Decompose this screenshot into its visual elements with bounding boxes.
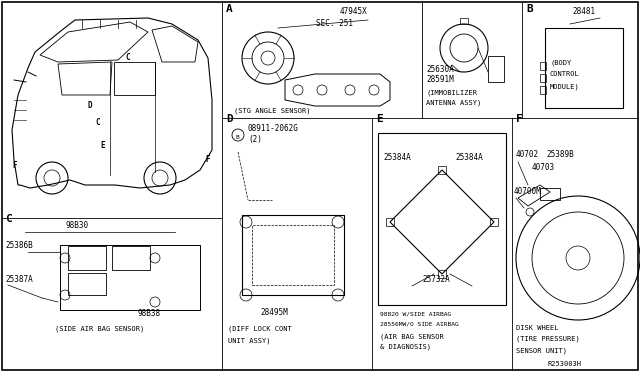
Bar [68,246,106,270]
Text: 28591M: 28591M [426,75,454,84]
Bar [112,246,150,270]
Text: E: E [376,114,383,124]
Text: (STG ANGLE SENSOR): (STG ANGLE SENSOR) [234,107,310,113]
Text: 25384A: 25384A [383,153,411,162]
Text: C: C [125,53,130,62]
Text: B: B [235,135,239,140]
Text: A: A [226,4,233,14]
Bar [252,225,334,285]
Bar [242,215,344,295]
Text: DISK WHEEL: DISK WHEEL [516,325,559,331]
Text: 25384A: 25384A [455,153,483,162]
Bar [60,245,200,310]
Text: (AIR BAG SENSOR: (AIR BAG SENSOR [380,333,444,340]
Text: F: F [12,161,17,170]
Text: C: C [95,118,100,127]
Text: 25387A: 25387A [5,275,33,284]
Text: 47945X: 47945X [340,7,368,16]
Text: B: B [526,4,532,14]
Text: (DIFF LOCK CONT: (DIFF LOCK CONT [228,325,292,331]
Text: 40702: 40702 [516,150,539,159]
Bar [540,74,546,82]
Text: 25386B: 25386B [5,241,33,250]
Text: UNIT ASSY): UNIT ASSY) [228,337,271,343]
Text: E: E [100,141,104,150]
Text: (2): (2) [248,135,262,144]
Text: 25732A: 25732A [422,275,450,284]
Text: SEC. 251: SEC. 251 [316,19,353,28]
Bar [386,218,394,226]
Bar [540,62,546,70]
Bar [378,133,506,305]
Bar [438,166,446,174]
Bar [488,56,504,82]
Text: (BODY: (BODY [550,59,572,65]
Text: 40703: 40703 [532,163,555,172]
Bar [545,28,623,108]
Text: D: D [88,101,93,110]
Text: D: D [226,114,233,124]
Text: ANTENNA ASSY): ANTENNA ASSY) [426,99,481,106]
Text: (TIRE PRESSURE): (TIRE PRESSURE) [516,336,580,343]
Bar [490,218,498,226]
Text: R253003H: R253003H [548,361,582,367]
Text: (SIDE AIR BAG SENSOR): (SIDE AIR BAG SENSOR) [55,325,144,331]
Text: C: C [5,214,12,224]
Text: 98B38: 98B38 [138,309,161,318]
Text: CONTROL: CONTROL [550,71,580,77]
Text: 25389B: 25389B [546,150,573,159]
Text: SENSOR UNIT): SENSOR UNIT) [516,347,567,353]
Text: F: F [205,155,210,164]
Text: (IMMOBILIZER: (IMMOBILIZER [426,89,477,96]
Bar [460,18,468,24]
Text: 28495M: 28495M [260,308,288,317]
Text: MODULE): MODULE) [550,83,580,90]
Bar [540,188,560,200]
Bar [540,86,546,94]
Text: 25630A: 25630A [426,65,454,74]
Text: 28556MW/O SIDE AIRBAG: 28556MW/O SIDE AIRBAG [380,322,459,327]
Bar [438,270,446,278]
Text: & DIAGNOSIS): & DIAGNOSIS) [380,344,431,350]
Text: 28481: 28481 [572,7,595,16]
Text: 40700M: 40700M [514,187,541,196]
Text: 08911-2062G: 08911-2062G [248,124,299,133]
Bar [68,273,106,295]
Text: 98820 W/SIDE AIRBAG: 98820 W/SIDE AIRBAG [380,312,451,317]
Text: 98B30: 98B30 [65,221,88,230]
Text: F: F [516,114,523,124]
